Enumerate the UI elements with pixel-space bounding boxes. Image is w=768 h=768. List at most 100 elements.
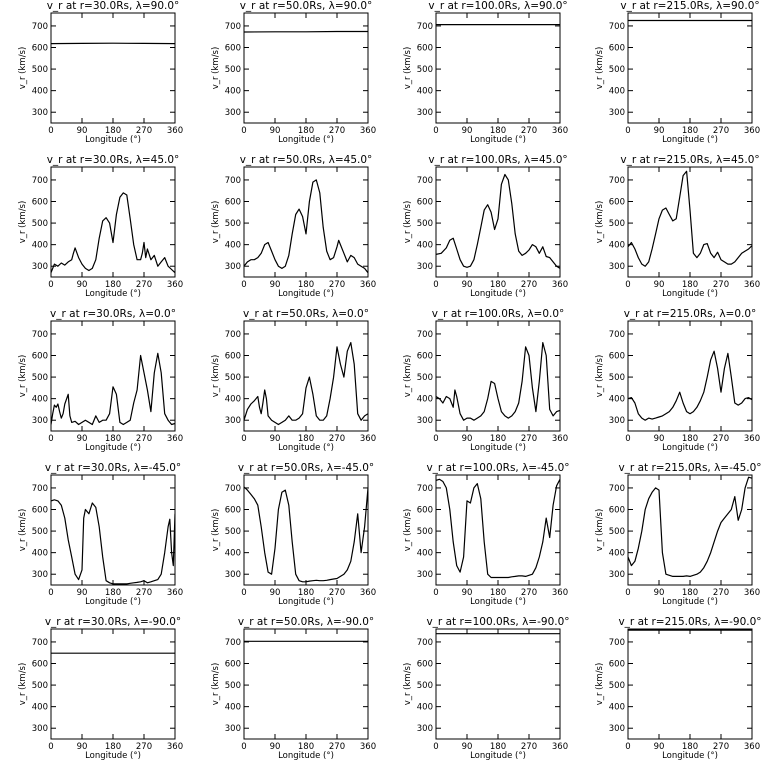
y-tick-label: 700	[32, 330, 48, 340]
y-tick-label: 400	[417, 549, 433, 559]
y-tick-label: 700	[225, 176, 241, 186]
x-tick-label: 270	[521, 280, 537, 290]
y-tick-label: 400	[609, 395, 625, 405]
y-tick-label: 600	[32, 44, 48, 54]
x-axis-label: Longitude (°)	[278, 135, 334, 145]
x-tick-label: 180	[105, 280, 121, 290]
x-tick-label: 0	[241, 280, 246, 290]
x-tick-label: 360	[744, 126, 760, 136]
x-tick-label: 0	[48, 742, 53, 752]
x-tick-label: 180	[105, 126, 121, 136]
x-tick-label: 180	[490, 280, 506, 290]
y-tick-label: 300	[609, 570, 625, 580]
plot-frame	[435, 474, 561, 586]
y-tick-label: 400	[32, 703, 48, 713]
x-tick-label: 90	[462, 588, 473, 598]
x-tick-label: 270	[136, 742, 152, 752]
y-tick-label: 400	[225, 241, 241, 251]
x-tick-label: 270	[136, 434, 152, 444]
x-tick-label: 360	[167, 742, 183, 752]
y-tick-label: 400	[609, 549, 625, 559]
plot-frame	[243, 12, 369, 124]
x-tick-label: 180	[682, 434, 698, 444]
plot-frame	[243, 628, 369, 740]
series-line	[628, 476, 752, 577]
y-tick-label: 300	[225, 262, 241, 272]
y-tick-label: 500	[609, 65, 625, 75]
y-tick-label: 500	[609, 219, 625, 229]
panel-title: v_r at r=30.0Rs, λ=-90.0°	[45, 616, 181, 628]
x-tick-label: 90	[270, 280, 281, 290]
y-tick-label: 600	[609, 660, 625, 670]
x-axis-label: Longitude (°)	[278, 443, 334, 453]
y-tick-label: 700	[417, 22, 433, 32]
series-line	[244, 486, 368, 583]
panel-16: v_r at r=30.0Rs, λ=-90.0° 0 90 180 270 360 300…	[18, 616, 183, 761]
panel-title: v_r at r=30.0Rs, λ=45.0°	[47, 154, 180, 166]
x-tick-label: 270	[713, 280, 729, 290]
x-tick-label: 360	[552, 126, 568, 136]
y-tick-label: 400	[225, 87, 241, 97]
y-tick-label: 500	[225, 681, 241, 691]
x-tick-label: 360	[552, 280, 568, 290]
x-tick-label: 180	[490, 588, 506, 598]
plot-frame	[435, 320, 561, 432]
plot-frame	[243, 474, 369, 586]
y-tick-label: 700	[609, 638, 625, 648]
y-tick-label: 600	[417, 198, 433, 208]
y-tick-label: 600	[609, 506, 625, 516]
series-line	[244, 342, 368, 426]
x-tick-label: 270	[329, 588, 345, 598]
plot-frame	[435, 12, 561, 124]
y-tick-label: 700	[609, 330, 625, 340]
panel-17: v_r at r=50.0Rs, λ=-90.0° 0 90 180 270 360 300…	[211, 616, 376, 761]
y-tick-label: 700	[225, 330, 241, 340]
y-tick-label: 500	[417, 65, 433, 75]
x-axis-label: Longitude (°)	[278, 597, 334, 607]
x-tick-label: 180	[490, 434, 506, 444]
y-tick-label: 500	[417, 527, 433, 537]
y-tick-label: 300	[417, 108, 433, 118]
y-tick-label: 500	[32, 219, 48, 229]
x-tick-label: 90	[77, 588, 88, 598]
x-tick-label: 270	[136, 280, 152, 290]
y-tick-label: 400	[225, 703, 241, 713]
x-tick-label: 0	[48, 126, 53, 136]
y-tick-label: 600	[225, 352, 241, 362]
x-tick-label: 360	[744, 280, 760, 290]
panel-title: v_r at r=30.0Rs, λ=-45.0°	[45, 462, 181, 474]
y-tick-label: 700	[225, 22, 241, 32]
y-tick-label: 300	[609, 262, 625, 272]
x-axis-label: Longitude (°)	[662, 751, 718, 761]
x-tick-label: 90	[77, 280, 88, 290]
x-tick-label: 90	[462, 126, 473, 136]
y-axis-label: v_r (km/s)	[403, 509, 413, 552]
x-tick-label: 270	[713, 126, 729, 136]
panel-title: v_r at r=215.0Rs, λ=-90.0°	[618, 616, 761, 628]
plot-frame	[627, 628, 753, 740]
y-tick-label: 700	[609, 176, 625, 186]
x-axis-label: Longitude (°)	[662, 135, 718, 145]
y-axis-label: v_r (km/s)	[595, 47, 605, 90]
y-axis-label: v_r (km/s)	[595, 201, 605, 244]
y-tick-label: 600	[225, 506, 241, 516]
panel-title: v_r at r=100.0Rs, λ=45.0°	[428, 154, 567, 166]
x-tick-label: 360	[360, 434, 376, 444]
y-tick-label: 500	[417, 373, 433, 383]
x-tick-label: 270	[521, 434, 537, 444]
panel-13: v_r at r=50.0Rs, λ=-45.0° 0 90 180 270 360 300…	[211, 462, 376, 607]
x-tick-label: 360	[360, 126, 376, 136]
y-axis-label: v_r (km/s)	[18, 663, 28, 706]
plot-frame	[627, 166, 753, 278]
y-tick-label: 600	[609, 198, 625, 208]
y-axis-label: v_r (km/s)	[595, 355, 605, 398]
x-tick-label: 0	[48, 588, 53, 598]
y-tick-label: 300	[32, 108, 48, 118]
x-tick-label: 360	[360, 588, 376, 598]
y-tick-label: 600	[417, 44, 433, 54]
y-axis-label: v_r (km/s)	[211, 201, 221, 244]
y-tick-label: 400	[32, 241, 48, 251]
x-tick-label: 180	[105, 434, 121, 444]
panel-title: v_r at r=50.0Rs, λ=45.0°	[240, 154, 373, 166]
